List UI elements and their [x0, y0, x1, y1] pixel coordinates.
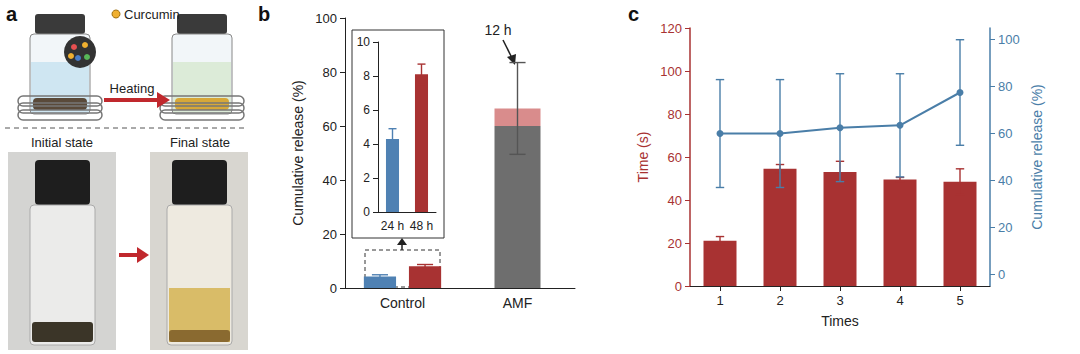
svg-text:4: 4	[896, 293, 903, 308]
svg-text:8: 8	[363, 69, 370, 83]
svg-text:40: 40	[668, 193, 682, 208]
svg-text:1: 1	[716, 293, 723, 308]
svg-text:60: 60	[998, 126, 1012, 141]
svg-text:Times: Times	[821, 313, 859, 329]
svg-text:120: 120	[660, 21, 682, 36]
svg-text:c: c	[628, 3, 639, 25]
svg-text:Curcumin: Curcumin	[124, 7, 180, 22]
svg-text:AMF: AMF	[503, 295, 533, 311]
svg-text:2: 2	[363, 171, 370, 185]
svg-text:5: 5	[956, 293, 963, 308]
svg-text:40: 40	[998, 173, 1012, 188]
svg-text:0: 0	[363, 205, 370, 219]
svg-text:0: 0	[675, 279, 682, 294]
svg-text:20: 20	[323, 227, 337, 242]
svg-text:3: 3	[836, 293, 843, 308]
svg-text:80: 80	[323, 65, 337, 80]
svg-text:80: 80	[668, 107, 682, 122]
svg-text:24 h: 24 h	[381, 219, 404, 233]
svg-text:Cumulative release (%): Cumulative release (%)	[290, 80, 306, 226]
svg-text:80: 80	[998, 79, 1012, 94]
svg-text:a: a	[6, 3, 18, 25]
svg-text:100: 100	[660, 64, 682, 79]
svg-text:60: 60	[323, 119, 337, 134]
svg-text:20: 20	[998, 220, 1012, 235]
svg-text:4: 4	[363, 137, 370, 151]
svg-text:100: 100	[315, 11, 337, 26]
svg-text:Control: Control	[380, 295, 425, 311]
svg-text:Heating: Heating	[110, 81, 155, 96]
svg-text:Cumulative release (%): Cumulative release (%)	[1029, 84, 1045, 230]
svg-text:Initial state: Initial state	[31, 135, 93, 150]
svg-text:10: 10	[357, 35, 371, 49]
svg-text:2: 2	[776, 293, 783, 308]
svg-text:12 h: 12 h	[484, 22, 511, 38]
svg-text:48 h: 48 h	[410, 219, 433, 233]
svg-text:20: 20	[668, 236, 682, 251]
svg-text:6: 6	[363, 103, 370, 117]
svg-text:60: 60	[668, 150, 682, 165]
svg-text:Final state: Final state	[170, 135, 230, 150]
svg-text:b: b	[258, 3, 270, 25]
svg-text:0: 0	[998, 267, 1005, 282]
svg-text:Time (s): Time (s)	[635, 132, 651, 183]
svg-text:0: 0	[330, 281, 337, 296]
svg-text:40: 40	[323, 173, 337, 188]
svg-text:100: 100	[998, 32, 1020, 47]
